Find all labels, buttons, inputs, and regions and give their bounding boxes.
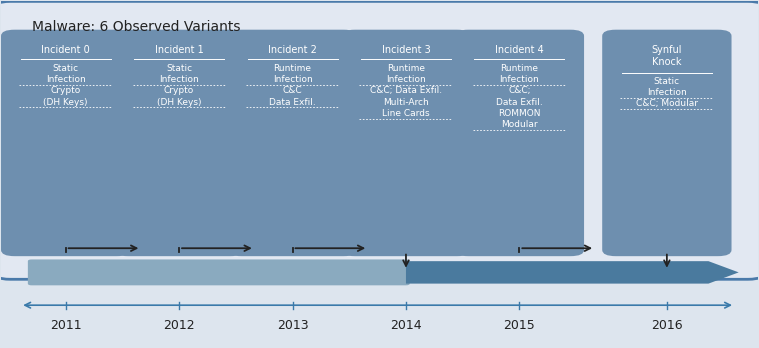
Text: 2011: 2011 (50, 319, 81, 332)
Text: 2016: 2016 (651, 319, 682, 332)
Polygon shape (406, 261, 739, 284)
Text: ROMMON: ROMMON (498, 109, 540, 118)
Text: Synful
Knock: Synful Knock (652, 45, 682, 67)
Text: C&C;: C&C; (509, 86, 531, 95)
Text: Infection: Infection (647, 88, 687, 97)
FancyBboxPatch shape (115, 30, 244, 256)
Text: Static: Static (52, 64, 79, 72)
Text: 2014: 2014 (390, 319, 422, 332)
Text: Modular: Modular (501, 120, 537, 129)
Text: Multi-Arch: Multi-Arch (383, 98, 429, 107)
Text: Static: Static (166, 64, 192, 72)
Text: Infection: Infection (272, 75, 313, 84)
Text: Line Cards: Line Cards (382, 109, 430, 118)
FancyBboxPatch shape (455, 30, 584, 256)
Text: Data Exfil.: Data Exfil. (496, 98, 543, 107)
Text: C&C; Data Exfil.: C&C; Data Exfil. (370, 86, 442, 95)
Text: 2013: 2013 (277, 319, 308, 332)
Text: 2015: 2015 (503, 319, 535, 332)
FancyBboxPatch shape (342, 30, 471, 256)
Text: Infection: Infection (159, 75, 199, 84)
Text: Static: Static (653, 77, 680, 86)
Text: Incident 2: Incident 2 (268, 45, 317, 55)
Text: Crypto: Crypto (51, 86, 80, 95)
Text: Incident 4: Incident 4 (495, 45, 543, 55)
Text: Incident 0: Incident 0 (41, 45, 90, 55)
FancyBboxPatch shape (0, 1, 759, 279)
Text: Runtime: Runtime (500, 64, 538, 72)
Text: C&C; Modular: C&C; Modular (636, 100, 698, 109)
Text: Crypto: Crypto (164, 86, 194, 95)
Text: Data Exfil.: Data Exfil. (269, 98, 316, 107)
Text: 2012: 2012 (163, 319, 195, 332)
Text: Incident 3: Incident 3 (382, 45, 430, 55)
Text: Runtime: Runtime (273, 64, 311, 72)
Text: C&C: C&C (282, 86, 302, 95)
Text: Infection: Infection (499, 75, 540, 84)
FancyBboxPatch shape (602, 30, 732, 256)
Text: Malware: 6 Observed Variants: Malware: 6 Observed Variants (32, 21, 240, 34)
FancyBboxPatch shape (28, 260, 410, 285)
Text: Infection: Infection (46, 75, 86, 84)
Text: (DH Keys): (DH Keys) (43, 98, 88, 107)
FancyBboxPatch shape (228, 30, 357, 256)
Text: Incident 1: Incident 1 (155, 45, 203, 55)
FancyBboxPatch shape (1, 30, 131, 256)
Text: Infection: Infection (386, 75, 426, 84)
Text: Runtime: Runtime (387, 64, 425, 72)
Text: (DH Keys): (DH Keys) (157, 98, 201, 107)
